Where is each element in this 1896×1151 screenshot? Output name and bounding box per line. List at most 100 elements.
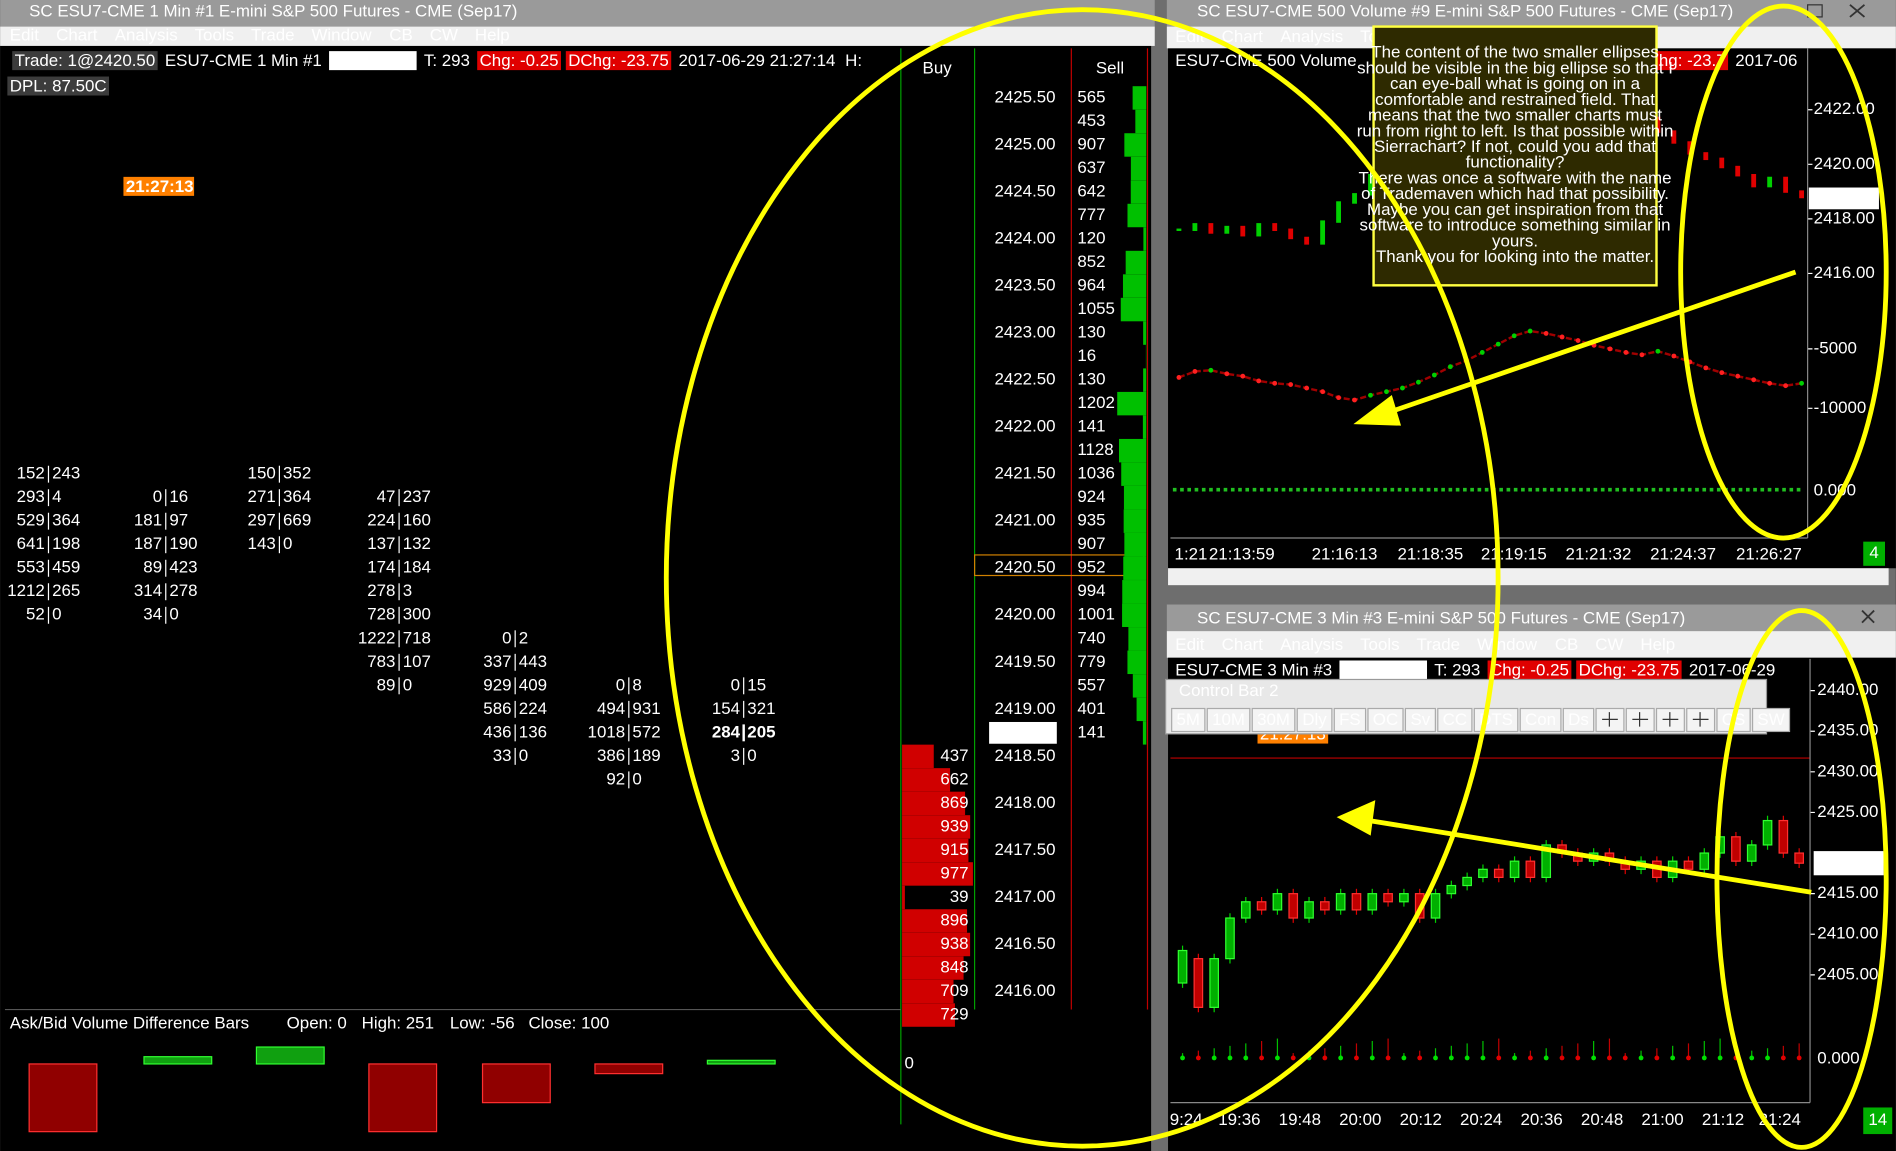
control-button-label[interactable]: SW [1757, 710, 1784, 729]
control-button-label[interactable]: FS [1339, 710, 1361, 729]
control-button-label[interactable]: 10M [1212, 710, 1245, 729]
price-bar [1208, 223, 1214, 234]
buy-volume-bar [902, 932, 971, 957]
menu-item[interactable]: Analysis [1280, 27, 1343, 46]
close-button[interactable] [1849, 4, 1866, 18]
control-button[interactable] [1437, 707, 1473, 733]
y-tick-label: 2415.00 [1817, 883, 1878, 902]
control-button[interactable] [1562, 707, 1595, 733]
price-bar [1655, 116, 1661, 133]
close-button[interactable] [1861, 609, 1875, 624]
sell-volume: 779 [1077, 652, 1105, 671]
ask-volume: 265 [52, 581, 80, 600]
bid-volume: 224 [367, 511, 395, 530]
menu-item[interactable]: Window [1477, 635, 1538, 654]
header-field: T: 293 [424, 51, 470, 70]
menu-item[interactable]: CW [430, 26, 458, 45]
control-button[interactable] [1206, 707, 1251, 733]
menu-item[interactable]: CW [1595, 635, 1623, 654]
x-tick-label: 21:13:59 [1209, 544, 1275, 563]
menu-item[interactable]: CB [389, 26, 413, 45]
menu-item[interactable]: Tools [195, 26, 234, 45]
control-button-label[interactable]: Ds [1568, 710, 1589, 729]
control-button[interactable] [1333, 707, 1367, 733]
candle-body [1778, 819, 1789, 854]
control-button-label[interactable]: 5M [1177, 710, 1201, 729]
sell-volume-bar [1130, 156, 1147, 181]
study-zero-label: 0 [904, 1053, 913, 1072]
difference-bar [28, 1063, 98, 1133]
sell-volume: 907 [1077, 134, 1105, 153]
control-button-label[interactable]: CC [1443, 710, 1467, 729]
menu-item[interactable]: Edit [10, 26, 39, 45]
ask-volume: 718 [403, 628, 431, 647]
menu-item[interactable]: Window [311, 26, 372, 45]
icon [1632, 712, 1649, 727]
buy-volume: 915 [940, 840, 968, 859]
price-label: 2417.50 [994, 840, 1055, 859]
menu-item[interactable]: Trade [251, 26, 295, 45]
control-button[interactable] [1404, 707, 1436, 733]
delta-point [1400, 385, 1405, 391]
bid-volume: 641 [17, 534, 45, 553]
title-bar [1166, 0, 1896, 27]
price-label: 2424.50 [994, 181, 1055, 200]
sell-volume-bar [1143, 321, 1147, 345]
difference-bar [143, 1056, 213, 1065]
control-button[interactable] [1519, 707, 1562, 733]
control-button-label[interactable]: Sv [1411, 710, 1431, 729]
menu-item[interactable]: Help [475, 26, 510, 45]
menu-item[interactable]: Trade [1417, 635, 1461, 654]
control-button[interactable] [1171, 707, 1206, 733]
control-button[interactable] [1296, 707, 1333, 733]
zero-marker [1180, 1055, 1185, 1061]
menu-item[interactable]: CB [1555, 635, 1579, 654]
control-button-label[interactable]: OC [1373, 710, 1398, 729]
bid-volume: 1222 [358, 628, 396, 647]
zero-marker [1607, 1055, 1612, 1061]
menu-item[interactable]: Help [1640, 635, 1675, 654]
chart-header: ESU7-CME 500 Volume [1175, 51, 1356, 70]
price-bar [1240, 225, 1246, 237]
control-button-label[interactable]: Con [1525, 710, 1556, 729]
menu-item[interactable]: Edit [1175, 635, 1204, 654]
menu-item[interactable]: Chart [1222, 27, 1264, 46]
bid-volume: 89 [143, 558, 162, 577]
x-tick-label: 21:12 [1702, 1110, 1744, 1129]
control-button[interactable] [1751, 707, 1791, 733]
zero-marker [1749, 1055, 1755, 1061]
menu-item[interactable]: Analysis [115, 26, 178, 45]
ask-volume: 0 [632, 769, 641, 788]
ask-volume: 572 [632, 722, 660, 741]
price-bar [1192, 223, 1198, 231]
zero-marker [1796, 1055, 1802, 1061]
control-button[interactable] [1367, 707, 1404, 733]
ask-volume: 224 [519, 699, 547, 718]
candle-body [1762, 819, 1773, 846]
menu-item[interactable]: Tools [1360, 635, 1399, 654]
scrollbar[interactable] [1168, 568, 1889, 586]
delta-point [1224, 371, 1230, 377]
ask-volume: 669 [283, 511, 311, 530]
sell-volume: 1202 [1077, 393, 1115, 412]
sell-volume: 130 [1077, 370, 1105, 389]
control-button[interactable] [1251, 707, 1296, 733]
price-bar [1224, 225, 1230, 234]
header-field: 2017-06-29 [1689, 660, 1775, 679]
ask-volume: 300 [403, 605, 431, 624]
control-button-label[interactable]: Dly [1302, 710, 1327, 729]
menu-item[interactable]: Analysis [1280, 635, 1343, 654]
header-field-bg [1656, 51, 1729, 71]
buy-volume-bar [902, 815, 971, 839]
badge: 4 [1869, 543, 1878, 562]
note-line: Maybe you can get inspiration from that [1367, 200, 1663, 219]
menu-item[interactable]: Chart [1222, 635, 1264, 654]
bid-volume: 187 [134, 534, 162, 553]
bid-volume: 436 [483, 722, 511, 741]
candle-body [1493, 868, 1504, 879]
zero-marker [1496, 1055, 1502, 1061]
control-button-label[interactable]: 30M [1257, 710, 1290, 729]
menu-item[interactable]: Chart [56, 26, 98, 45]
